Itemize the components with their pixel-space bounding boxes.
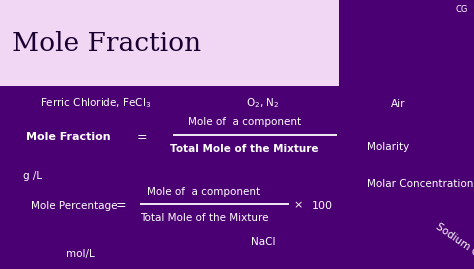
Text: g /L: g /L <box>23 171 42 181</box>
Text: =: = <box>137 131 147 144</box>
Text: CG: CG <box>456 5 468 14</box>
Text: Mole Percentage: Mole Percentage <box>31 201 117 211</box>
Text: Molarity: Molarity <box>367 141 410 152</box>
Text: ×: × <box>294 201 303 211</box>
Text: =: = <box>116 199 126 212</box>
Text: Total Mole of the Mixture: Total Mole of the Mixture <box>170 144 319 154</box>
Text: O$_2$, N$_2$: O$_2$, N$_2$ <box>246 97 280 111</box>
Text: Ferric Chloride, FeCl$_3$: Ferric Chloride, FeCl$_3$ <box>40 97 152 111</box>
Text: Molar Concentration: Molar Concentration <box>367 179 474 189</box>
Text: Air: Air <box>391 98 405 109</box>
Text: Mole of  a component: Mole of a component <box>147 187 260 197</box>
Text: Sodium Chlorid: Sodium Chlorid <box>434 222 474 269</box>
Text: Mole Fraction: Mole Fraction <box>27 132 111 142</box>
Bar <box>0 0 339 86</box>
Text: Total Mole of the Mixture: Total Mole of the Mixture <box>139 213 268 223</box>
Text: mol/L: mol/L <box>66 249 95 259</box>
Text: NaCl: NaCl <box>251 237 275 247</box>
Text: Mole Fraction: Mole Fraction <box>12 31 201 55</box>
Text: 100: 100 <box>312 201 333 211</box>
Text: Mole of  a component: Mole of a component <box>188 117 301 128</box>
